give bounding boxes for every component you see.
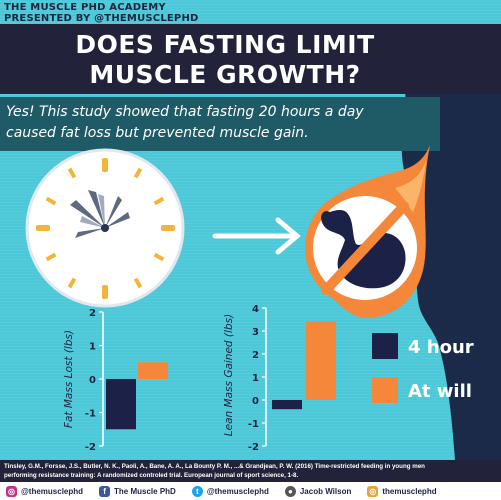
instagram-icon: ◎ <box>6 485 17 497</box>
social-instagram[interactable]: ◎ @themusclephd <box>6 485 84 497</box>
social-instagram-2[interactable]: ◎ themusclephd <box>367 485 437 497</box>
y-tick-label: 2 <box>252 350 259 361</box>
social-bar: ◎ @themusclephd f The Muscle PhD t @them… <box>0 482 501 500</box>
y-tick-label: -2 <box>248 442 259 453</box>
arrow-icon <box>212 217 301 255</box>
user-icon: ● <box>284 485 296 497</box>
subtitle-band <box>0 97 440 151</box>
social-facebook-label: The Muscle PhD <box>114 486 176 496</box>
brand: THE MUSCLE PHD ACADEMY PRESENTED BY @THE… <box>4 2 199 24</box>
page-title-line-1: DOES FASTING LIMIT <box>75 30 375 59</box>
bar-atwill <box>306 321 336 400</box>
y-tick-label: 1 <box>252 373 259 384</box>
y-tick-label: -1 <box>248 419 259 430</box>
y-axis-label: Fat Mass Lost (lbs) <box>63 330 75 428</box>
brand-line-2: PRESENTED BY @THEMUSCLEPHD <box>4 13 199 24</box>
y-tick-label: 1 <box>89 342 96 353</box>
facebook-icon: f <box>99 485 111 497</box>
legend-swatch <box>372 377 398 403</box>
y-axis-label: Lean Mass Gained (lbs) <box>223 314 235 436</box>
bar-4hour <box>272 400 302 410</box>
title-band <box>0 24 501 94</box>
brand-line-1: THE MUSCLE PHD ACADEMY <box>4 2 166 13</box>
y-tick-label: 0 <box>252 396 259 407</box>
charts: -2 -1 0 1 2 Fat Mass Lost (lbs) -2 -1 0 1 2 3 4 Lean… <box>63 304 474 453</box>
citation-line-1: Tinsley, G.M., Forsse, J.S., Butler, N. … <box>4 463 425 470</box>
chart-lean-mass: -2 -1 0 1 2 3 4 Lean Mass Gained (lbs) <box>223 304 336 453</box>
y-tick-label: -2 <box>85 442 96 453</box>
citation-line-2: performing resistance training: A random… <box>4 472 299 479</box>
social-facebook[interactable]: f The Muscle PhD <box>99 485 176 497</box>
prohibition-icon <box>305 145 430 318</box>
illustrations <box>25 145 430 318</box>
chart-fat-mass: -2 -1 0 1 2 Fat Mass Lost (lbs) <box>63 308 168 453</box>
social-author[interactable]: ● Jacob Wilson <box>284 485 352 497</box>
clock-icon <box>25 148 185 308</box>
social-instagram-2-label: themusclephd <box>382 486 437 496</box>
legend: 4 hour At will <box>372 333 474 403</box>
social-author-label: Jacob Wilson <box>299 486 352 496</box>
citation: Tinsley, G.M., Forsse, J.S., Butler, N. … <box>0 460 501 482</box>
y-tick-label: 2 <box>89 308 96 319</box>
y-tick-label: -1 <box>85 409 96 420</box>
y-tick-label: 3 <box>252 327 259 338</box>
y-tick-label: 0 <box>89 375 96 386</box>
legend-label: 4 hour <box>408 337 474 358</box>
y-tick-label: 4 <box>252 304 259 315</box>
social-instagram-label: @themusclephd <box>21 486 84 496</box>
bar-4hour <box>106 379 136 430</box>
legend-swatch <box>372 333 398 359</box>
subtitle-line-1: Yes! This study showed that fasting 20 h… <box>6 104 364 120</box>
bar-atwill <box>138 362 168 379</box>
subtitle-line-2: caused fat loss but prevented muscle gai… <box>6 125 309 141</box>
social-twitter[interactable]: t @themusclephd <box>191 485 269 497</box>
legend-label: At will <box>408 381 472 402</box>
social-twitter-label: @themusclephd <box>206 486 269 496</box>
twitter-icon: t <box>191 485 203 497</box>
page-title-line-2: MUSCLE GROWTH? <box>89 60 361 89</box>
instagram-icon: ◎ <box>367 485 379 497</box>
subtitle: Yes! This study showed that fasting 20 h… <box>6 102 436 144</box>
